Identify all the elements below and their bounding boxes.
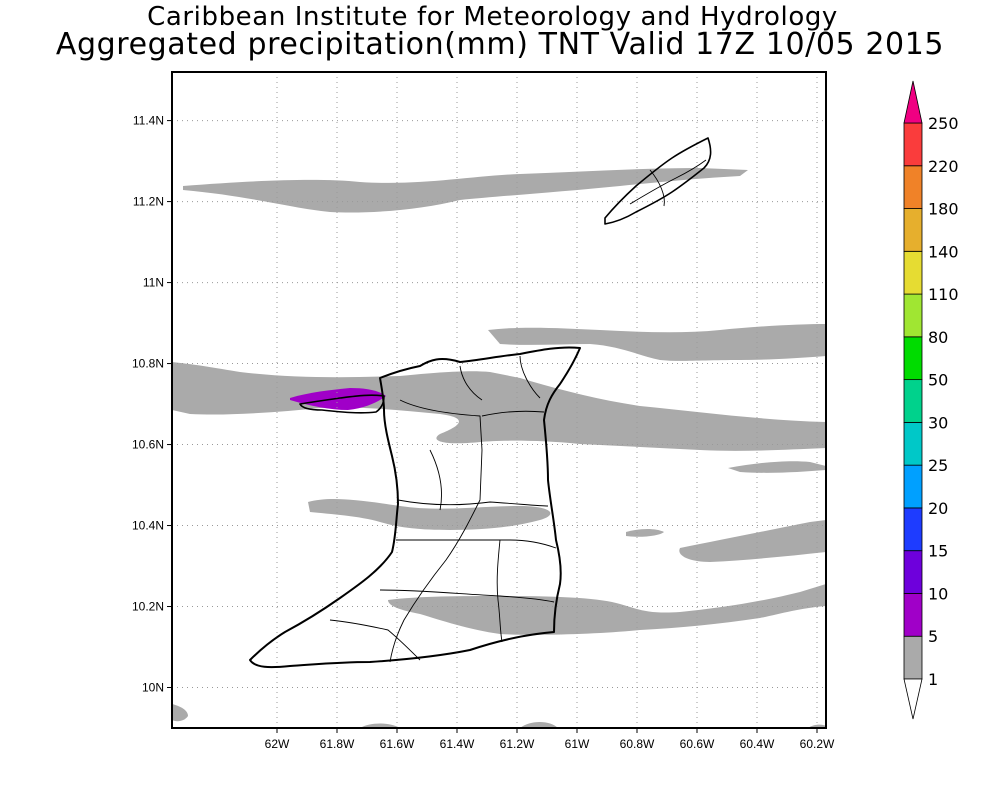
colorbar-segment <box>903 165 923 209</box>
lat-tick-label: 11.2N <box>133 195 164 209</box>
lat-tick-label: 11N <box>143 276 164 290</box>
rain-band-east-small <box>626 529 664 537</box>
colorbar-segment <box>903 593 923 637</box>
trinidad-nw-peninsula <box>299 394 385 414</box>
colorbar-segment <box>903 336 923 381</box>
lon-tick-label: 61.4W <box>440 737 475 751</box>
trinidad-outline <box>249 346 581 669</box>
lat-tick-label: 11.4N <box>133 114 164 128</box>
chart-subtitle: Aggregated precipitation(mm) TNT Valid 1… <box>55 27 945 62</box>
rain-band-central <box>308 499 551 530</box>
colorbar-level-label: 30 <box>928 413 948 432</box>
lat-tick-label: 10.4N <box>132 519 164 533</box>
lat-tick-label: 10N <box>142 681 164 695</box>
latitude-axis: 10N 10.2N 10.4N 10.6N 10.8N 11N 11.2N 11.4N <box>132 114 172 695</box>
colorbar-level-label: 10 <box>928 584 948 603</box>
colorbar-level-label: 140 <box>928 242 959 261</box>
colorbar-level-label: 110 <box>928 285 959 304</box>
colorbar-level-label: 5 <box>928 627 938 646</box>
lon-tick-label: 60.2W <box>800 737 835 751</box>
rain-band-south <box>388 584 826 635</box>
land-outlines <box>249 137 712 669</box>
colorbar-segment <box>903 507 923 552</box>
plot-frame <box>171 71 827 729</box>
lon-tick-label: 60.6W <box>680 737 715 751</box>
rain-band-northeast <box>488 324 826 361</box>
colorbar-level-label: 50 <box>928 371 948 390</box>
longitude-axis: 62W 61.8W 61.6W 61.4W 61.2W 61W 60.8W 60.6W 60.4… <box>265 728 835 751</box>
lat-tick-label: 10.8N <box>132 357 164 371</box>
lon-tick-label: 60.4W <box>740 737 775 751</box>
chart-title: Caribbean Institute for Meteorology and … <box>147 2 838 32</box>
colorbar-segment <box>903 293 923 338</box>
colorbar-segment <box>903 379 923 423</box>
rain-band-east-lower <box>679 520 826 562</box>
lon-tick-label: 62W <box>265 737 290 751</box>
colorbar-level-label: 25 <box>928 456 948 475</box>
colorbar-segment <box>903 421 923 466</box>
colorbar-level-label: 1 <box>928 670 938 689</box>
colorbar-segment <box>903 464 923 509</box>
rain-band-north-coast <box>172 362 826 451</box>
lon-tick-label: 61.2W <box>500 737 535 751</box>
colorbar-level-label: 220 <box>928 157 959 176</box>
colorbar-segment <box>903 122 923 167</box>
lon-tick-label: 60.8W <box>620 737 655 751</box>
colorbar-level-label: 250 <box>928 114 959 133</box>
tobago-outline <box>604 137 712 225</box>
colorbar-above-arrow <box>903 80 923 124</box>
lon-tick-label: 61.8W <box>320 737 355 751</box>
rain-band-tobago-north <box>183 168 748 213</box>
lon-tick-label: 61W <box>565 737 590 751</box>
trinidad-internal-boundaries <box>329 159 707 663</box>
colorbar-level-label: 15 <box>928 542 948 561</box>
lat-tick-label: 10.6N <box>132 438 164 452</box>
rain-band-east-coast <box>728 461 826 473</box>
grid-lines <box>172 72 826 728</box>
colorbar-segment <box>903 550 923 594</box>
light-rain-areas <box>172 168 826 728</box>
rain-band-sw-corner <box>172 704 188 722</box>
colorbar-level-label: 20 <box>928 499 948 518</box>
lat-tick-label: 10.2N <box>132 600 164 614</box>
colorbar-segment <box>903 635 923 680</box>
lon-tick-label: 61.6W <box>380 737 415 751</box>
colorbar-below-arrow <box>903 678 923 720</box>
colorbar-level-label: 80 <box>928 328 948 347</box>
colorbar-segment <box>903 250 923 295</box>
colorbar-segment <box>903 208 923 252</box>
colorbar-level-label: 180 <box>928 200 959 219</box>
